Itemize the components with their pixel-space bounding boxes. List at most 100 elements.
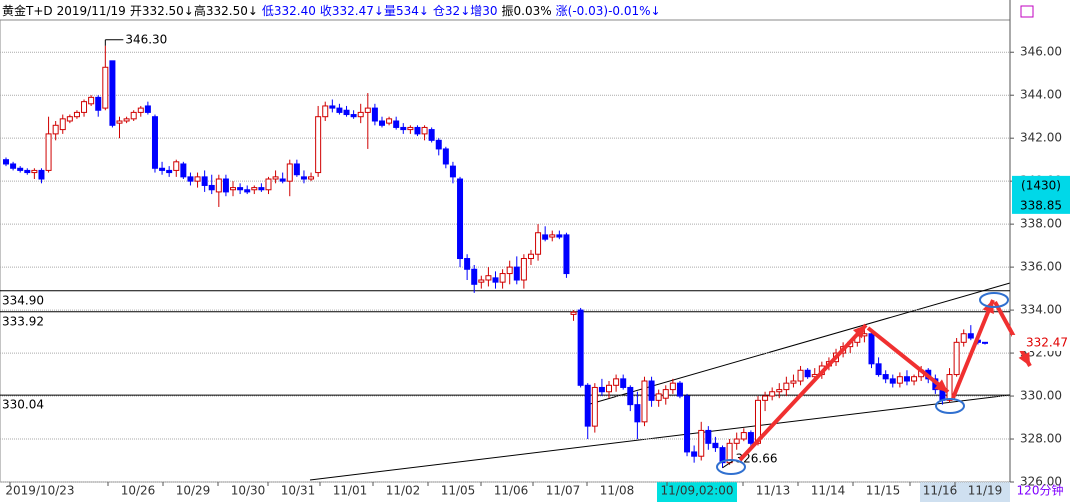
candle-body: [286, 163, 293, 182]
x-tick-label: 11/15: [866, 484, 901, 498]
candle-body: [471, 268, 478, 285]
x-tick-label: 11/14: [811, 484, 846, 498]
candle-body: [123, 118, 130, 122]
candle-body: [698, 429, 705, 457]
x-highlight: [920, 482, 1010, 502]
header-part: 涨(-0.03)-0.01%↓: [556, 3, 661, 18]
x-tick-label: 10/26: [121, 484, 156, 498]
candle-body: [230, 187, 237, 191]
trend-arrow: [738, 323, 868, 462]
candle-body: [265, 178, 272, 191]
candle-body: [151, 116, 158, 169]
candle-body: [364, 107, 371, 113]
candle-body: [116, 120, 123, 124]
candle-body: [38, 169, 45, 180]
candle-body: [804, 369, 811, 378]
candle-body: [903, 376, 910, 382]
candle-body: [52, 124, 59, 135]
candle-body: [24, 169, 31, 174]
x-tick-label: 10/30: [231, 484, 266, 498]
corner-box[interactable]: [1020, 5, 1034, 18]
candle-body: [747, 432, 754, 444]
candle-body: [251, 187, 258, 191]
candle-body: [662, 389, 669, 399]
candle-body: [882, 374, 889, 380]
y-tick-label: 346.00: [1020, 45, 1062, 59]
candle-body: [478, 279, 485, 283]
channel-lower: [309, 394, 1011, 481]
candle-body: [428, 129, 435, 141]
candle-body: [449, 165, 456, 178]
candle-body: [797, 369, 804, 382]
candle-body: [17, 167, 24, 171]
y-tick-label: 338.00: [1020, 217, 1062, 231]
candle-body: [762, 395, 769, 401]
candle-body: [272, 176, 279, 180]
y-tick-label: 334.00: [1020, 303, 1062, 317]
candle-body: [889, 378, 896, 384]
candle-body: [982, 341, 988, 344]
x-tick-label: 11/19: [968, 484, 1003, 498]
candle-body: [315, 116, 322, 174]
candle-body: [613, 378, 620, 386]
candle-body: [393, 120, 400, 128]
candle-body: [81, 101, 88, 113]
x-tick-label: 11/01: [333, 484, 368, 498]
candle-body: [3, 159, 9, 165]
last-price: 332.47: [1026, 335, 1068, 349]
candle-body: [407, 126, 414, 131]
reference-label: 333.92: [2, 314, 44, 328]
candle-body: [875, 363, 882, 376]
header-part: 开332.50↓高332.50↓: [130, 3, 258, 18]
candle-body: [435, 139, 442, 150]
candle-body: [634, 404, 641, 423]
highlight-ellipse: [935, 398, 965, 414]
candle-body: [542, 234, 549, 240]
candle-body: [244, 189, 251, 193]
candle-body: [967, 333, 974, 339]
candle-body: [648, 380, 655, 401]
candle-body: [556, 234, 563, 238]
cursor-price: 338.85: [1020, 198, 1062, 212]
y-tick-label: 342.00: [1020, 131, 1062, 145]
candle-body: [464, 258, 471, 270]
candle-body: [591, 386, 598, 427]
y-tick-label: 336.00: [1020, 260, 1062, 274]
x-tick-label: 10/29: [176, 484, 211, 498]
candle-body: [130, 111, 137, 120]
low-pointer: [722, 459, 735, 469]
candle-body: [293, 163, 300, 176]
candle-body: [173, 161, 180, 171]
candle-body: [719, 447, 726, 464]
candle-body: [350, 114, 357, 118]
trend-arrow: [951, 299, 995, 399]
x-tick-label: 11/05: [441, 484, 476, 498]
candle-body: [492, 277, 499, 283]
highlight-ellipse: [979, 292, 1009, 308]
candle-body: [400, 126, 407, 131]
candle-body: [180, 163, 187, 178]
candle-body: [960, 333, 967, 343]
header-part: 仓32↓增30: [433, 4, 498, 18]
candle-body: [740, 432, 747, 440]
candle-body: [896, 376, 903, 384]
candle-body: [563, 234, 570, 275]
candle-body: [187, 176, 194, 182]
candle-body: [144, 105, 151, 113]
candle-body: [308, 176, 315, 180]
y-tick-label: 326.00: [1020, 475, 1062, 489]
candle-body: [371, 107, 378, 122]
candle-body: [109, 60, 116, 126]
candle-body: [790, 380, 797, 384]
candle-body: [598, 386, 605, 393]
x-tick-label: 2019/10/23: [5, 484, 74, 498]
candle-body: [655, 393, 662, 401]
arrow-head: [934, 379, 948, 392]
candle-body: [506, 266, 513, 275]
candle-body: [102, 66, 109, 109]
candle-body: [570, 311, 577, 315]
candle-body: [237, 187, 244, 191]
x-tick-label: 11/16: [923, 484, 958, 498]
candle-body: [946, 374, 953, 401]
